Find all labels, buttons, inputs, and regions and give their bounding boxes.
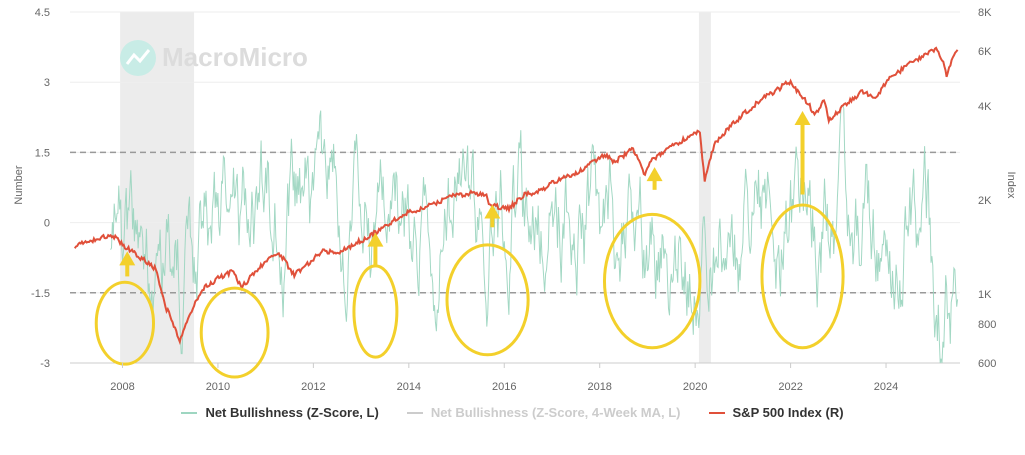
watermark-logo-mark xyxy=(125,49,151,65)
sp500-line xyxy=(73,46,959,346)
x-tick-label: 2014 xyxy=(397,381,421,393)
left-tick-label: 4.5 xyxy=(35,7,50,19)
watermark: MacroMicro xyxy=(120,40,308,76)
left-axis: -3 -1.5 0 1.5 3 4.5 xyxy=(31,7,50,370)
right-axis-title: Index xyxy=(1005,172,1017,199)
left-tick-label: -1.5 xyxy=(31,288,50,300)
right-tick-label: 600 xyxy=(978,358,996,370)
left-tick-label: 1.5 xyxy=(35,147,50,159)
legend-item-sp500[interactable]: S&P 500 Index (R) xyxy=(708,405,844,420)
x-tick-label: 2010 xyxy=(206,381,230,393)
x-tick-label: 2012 xyxy=(301,381,325,393)
left-axis-title: Number xyxy=(13,165,25,204)
annotation-ellipse xyxy=(602,212,702,350)
recession-band xyxy=(698,12,711,363)
legend-label-net-bullishness: Net Bullishness (Z-Score, L) xyxy=(205,405,379,420)
legend-swatch-sp500 xyxy=(708,411,725,414)
annotation-ellipse xyxy=(445,243,530,357)
x-tick-label: 2024 xyxy=(874,381,898,393)
annotation-arrow-head xyxy=(484,204,501,219)
legend: Net Bullishness (Z-Score, L) Net Bullish… xyxy=(0,405,1025,420)
right-tick-label: 800 xyxy=(978,319,996,331)
right-tick-label: 2K xyxy=(978,195,992,207)
reference-lines xyxy=(70,151,960,294)
net-bullishness-line xyxy=(110,105,959,364)
x-axis: 2008 2010 2012 2014 2016 2018 2020 2022 2024 xyxy=(110,363,898,393)
net-bullishness-series xyxy=(110,105,959,364)
x-tick-label: 2018 xyxy=(587,381,611,393)
annotation-ellipse xyxy=(760,203,845,350)
annotation-arrow-head xyxy=(119,251,136,266)
left-tick-label: 3 xyxy=(44,77,50,89)
legend-swatch-net-bullishness-ma xyxy=(406,411,423,414)
annotation-arrow-head xyxy=(367,232,384,247)
right-axis: 600 800 1K 2K 4K 6K 8K xyxy=(978,7,996,370)
legend-item-net-bullishness-ma[interactable]: Net Bullishness (Z-Score, 4-Week MA, L) xyxy=(406,405,681,420)
annotation-ellipse xyxy=(199,286,270,379)
x-tick-label: 2008 xyxy=(110,381,134,393)
watermark-text: MacroMicro xyxy=(162,42,308,72)
x-tick-label: 2022 xyxy=(778,381,802,393)
annotation-ellipse xyxy=(94,280,156,366)
legend-item-net-bullishness[interactable]: Net Bullishness (Z-Score, L) xyxy=(181,405,379,420)
annotation-ellipse xyxy=(352,264,399,359)
legend-swatch-net-bullishness xyxy=(181,411,198,414)
x-tick-label: 2020 xyxy=(683,381,707,393)
right-tick-label: 6K xyxy=(978,46,992,58)
right-tick-label: 8K xyxy=(978,7,992,19)
legend-label-sp500: S&P 500 Index (R) xyxy=(732,405,844,420)
annotation-arrow-head xyxy=(646,167,663,182)
legend-label-net-bullishness-ma: Net Bullishness (Z-Score, 4-Week MA, L) xyxy=(430,405,681,420)
left-tick-label: -3 xyxy=(40,358,50,370)
annotation-arrow-head xyxy=(794,110,811,125)
sp500-series xyxy=(73,46,959,346)
right-tick-label: 4K xyxy=(978,101,992,113)
x-tick-label: 2016 xyxy=(492,381,516,393)
annotations xyxy=(94,110,845,379)
right-tick-label: 1K xyxy=(978,289,992,301)
left-tick-label: 0 xyxy=(44,218,50,230)
chart-area: MacroMicro 2008 2010 2012 2014 2016 2018 2020 2… xyxy=(13,7,1017,393)
